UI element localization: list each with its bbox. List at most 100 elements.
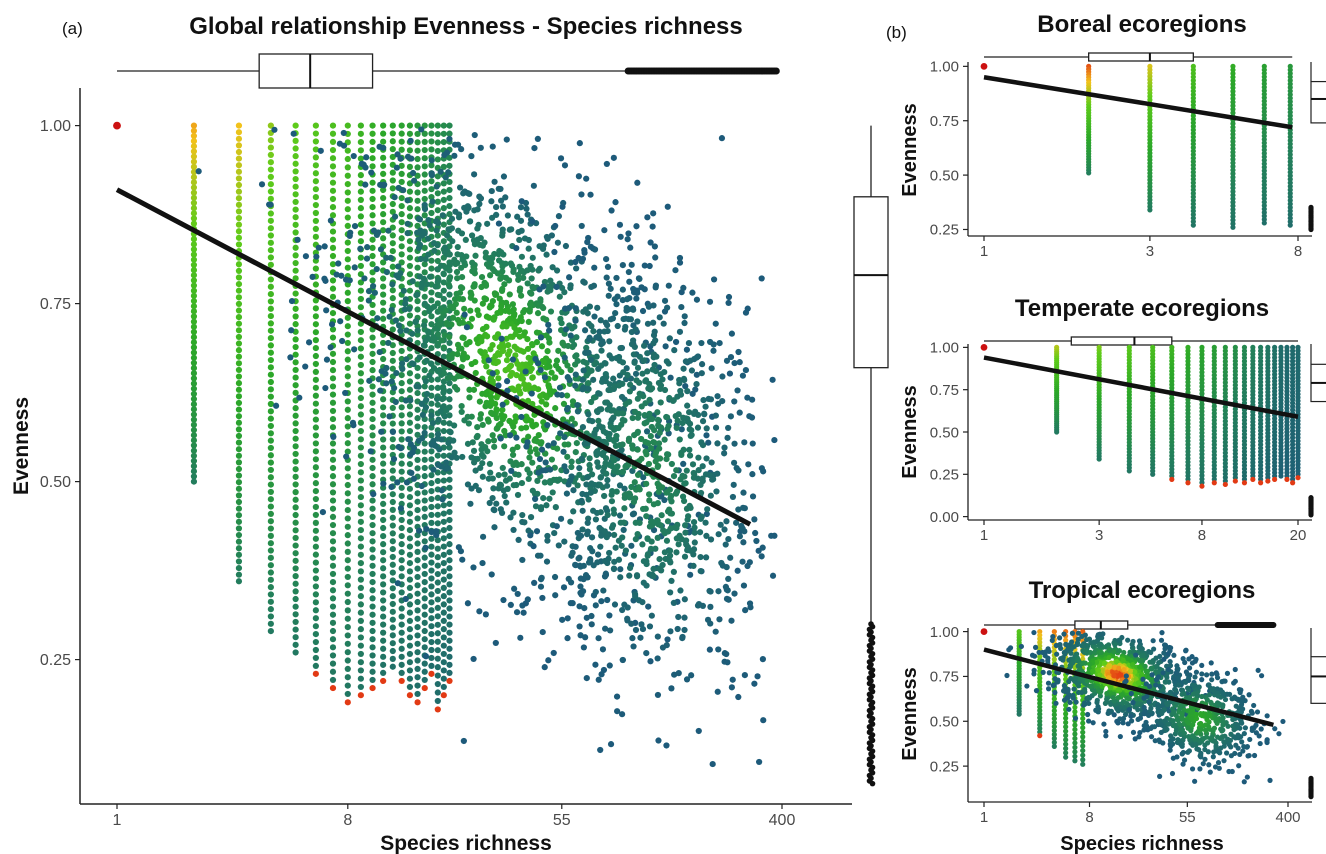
global-point bbox=[474, 455, 481, 462]
global-point bbox=[731, 398, 738, 405]
global-point bbox=[421, 668, 428, 675]
global-point bbox=[267, 503, 274, 510]
global-point bbox=[740, 489, 747, 496]
global-point bbox=[602, 455, 610, 462]
global-point bbox=[389, 640, 396, 647]
global-point bbox=[235, 551, 243, 558]
boreal-point bbox=[1230, 63, 1236, 69]
global-point bbox=[344, 206, 351, 213]
temperate-title: Temperate ecoregions bbox=[1015, 295, 1269, 322]
temperate-point bbox=[1096, 456, 1102, 462]
global-point bbox=[608, 491, 615, 498]
global-point bbox=[632, 495, 639, 502]
global-point bbox=[478, 273, 486, 281]
global-point bbox=[357, 609, 364, 616]
global-point bbox=[517, 217, 525, 224]
global-point bbox=[446, 549, 453, 556]
global-point bbox=[344, 498, 351, 505]
global-point bbox=[547, 466, 554, 473]
global-point bbox=[385, 339, 392, 347]
global-point bbox=[190, 437, 198, 444]
global-point bbox=[267, 261, 274, 268]
global-point bbox=[421, 473, 428, 480]
global-point bbox=[681, 313, 688, 320]
global-point bbox=[440, 568, 447, 575]
global-point bbox=[458, 273, 466, 281]
global-point bbox=[579, 386, 586, 393]
global-point bbox=[312, 670, 319, 677]
global-point bbox=[753, 537, 760, 545]
global-point bbox=[369, 570, 376, 578]
global-point bbox=[344, 540, 351, 547]
global-point bbox=[458, 146, 465, 153]
global-point bbox=[267, 305, 274, 312]
global-point bbox=[406, 526, 414, 534]
global-point bbox=[267, 620, 274, 627]
global-point bbox=[446, 532, 453, 540]
global-point bbox=[628, 542, 635, 549]
global-point bbox=[329, 652, 337, 659]
global-point bbox=[292, 206, 299, 213]
global-point bbox=[414, 456, 421, 464]
global-point bbox=[292, 649, 299, 656]
global-point bbox=[235, 558, 243, 565]
global-point bbox=[428, 638, 435, 646]
global-point bbox=[507, 333, 514, 340]
global-point bbox=[267, 554, 274, 561]
global-point bbox=[329, 309, 337, 317]
global-point bbox=[434, 511, 441, 518]
global-point bbox=[679, 633, 686, 641]
global-point bbox=[190, 236, 198, 243]
global-point bbox=[578, 455, 585, 462]
global-point bbox=[661, 436, 668, 443]
global-point bbox=[429, 420, 437, 427]
global-point bbox=[512, 459, 520, 466]
global-point bbox=[591, 313, 598, 320]
global-point bbox=[637, 634, 644, 641]
global-point bbox=[646, 410, 653, 417]
global-point bbox=[388, 483, 395, 491]
global-point bbox=[421, 464, 428, 472]
global-point bbox=[596, 328, 603, 335]
global-point bbox=[357, 626, 364, 633]
global-point bbox=[312, 416, 319, 423]
temperate-point bbox=[1199, 469, 1205, 475]
global-point bbox=[657, 424, 665, 431]
global-point bbox=[434, 638, 441, 645]
global-x-tick-label: 400 bbox=[769, 812, 796, 829]
global-point bbox=[636, 519, 643, 527]
global-point bbox=[389, 247, 396, 255]
global-point bbox=[343, 453, 350, 460]
global-point bbox=[235, 300, 243, 308]
global-point bbox=[406, 617, 414, 625]
global-point bbox=[692, 386, 699, 393]
global-point bbox=[421, 179, 428, 186]
global-point bbox=[406, 205, 414, 212]
global-point bbox=[471, 282, 478, 290]
temperate-evenness-boxplot bbox=[1308, 344, 1326, 518]
global-point bbox=[344, 373, 351, 380]
global-point bbox=[344, 239, 351, 246]
global-point bbox=[630, 337, 637, 344]
global-point bbox=[702, 471, 710, 478]
global-point bbox=[613, 274, 620, 282]
global-point bbox=[340, 142, 348, 149]
global-point bbox=[428, 551, 435, 558]
global-point bbox=[329, 122, 337, 129]
global-point bbox=[719, 373, 726, 380]
global-point bbox=[689, 461, 697, 468]
global-point bbox=[725, 575, 732, 582]
global-point bbox=[292, 427, 299, 435]
global-point bbox=[380, 605, 387, 612]
global-point bbox=[398, 162, 405, 169]
global-point bbox=[613, 693, 621, 700]
global-point bbox=[500, 487, 507, 494]
global-point bbox=[235, 518, 243, 525]
global-point bbox=[380, 589, 387, 596]
global-point bbox=[477, 464, 484, 472]
global-point bbox=[329, 481, 337, 488]
global-point bbox=[414, 222, 421, 229]
global-point bbox=[656, 555, 663, 563]
global-point bbox=[473, 336, 480, 343]
boreal-point bbox=[1230, 224, 1236, 230]
